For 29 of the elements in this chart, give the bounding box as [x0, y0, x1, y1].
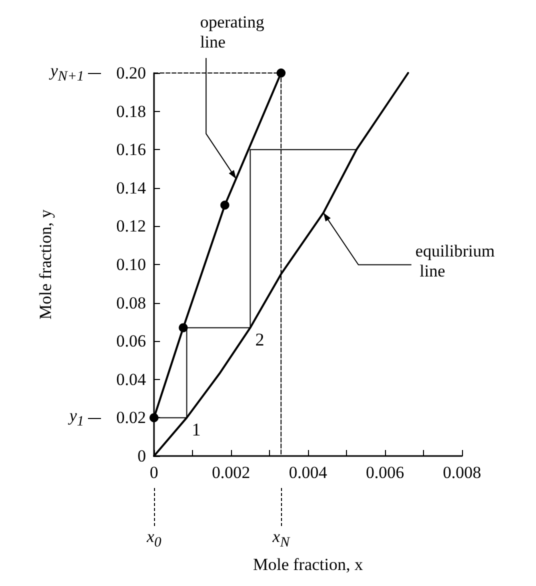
- y-tick-label: 0.12: [116, 216, 146, 236]
- y-axis-title: Mole fraction, y: [36, 209, 55, 320]
- point: [276, 68, 286, 78]
- point: [178, 323, 188, 332]
- text: equilibrium line: [415, 241, 495, 280]
- y-tick-label: 0.08: [116, 293, 146, 312]
- text: x$_{N}$: [271, 526, 292, 552]
- annotation: 1: [192, 420, 201, 440]
- y-tick-label: 0.18: [116, 102, 146, 121]
- x-axis-title: Mole fraction, x: [253, 555, 364, 574]
- y-tick-label: 0.20: [116, 64, 146, 82]
- y-tick-label: 0.04: [116, 370, 146, 389]
- x-tick-label: 0.002: [212, 463, 250, 482]
- series-label: operating line: [200, 12, 269, 52]
- annotation: 2: [255, 330, 264, 350]
- y-tick-label: 0: [138, 446, 146, 466]
- y-tick-label: 0.16: [116, 140, 146, 160]
- x-tick-label: 0: [150, 463, 158, 482]
- x-tick-label: 0.004: [288, 463, 328, 482]
- y-tick-label: 0.14: [116, 178, 146, 198]
- x-tick-label: 0.006: [366, 463, 404, 482]
- y-tick-label: 0.06: [116, 332, 146, 351]
- y-tick-label: 0.10: [116, 255, 146, 274]
- text: y$_{1}$: [67, 404, 84, 432]
- text: y$_{N+1}$: [48, 60, 84, 86]
- x-tick-label: 0.008: [442, 463, 482, 482]
- text: x$_{0}$: [146, 526, 162, 552]
- point: [220, 200, 230, 210]
- y-tick-label: 0.02: [116, 408, 146, 428]
